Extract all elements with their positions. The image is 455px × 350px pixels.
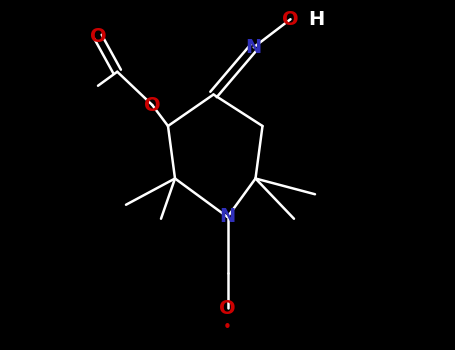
Text: O: O xyxy=(219,299,236,317)
Text: O: O xyxy=(90,27,106,46)
Text: H: H xyxy=(308,10,325,29)
Text: O: O xyxy=(144,96,161,114)
Text: O: O xyxy=(282,10,299,29)
Text: •: • xyxy=(223,320,232,335)
Text: N: N xyxy=(246,38,262,57)
Text: N: N xyxy=(219,208,236,226)
